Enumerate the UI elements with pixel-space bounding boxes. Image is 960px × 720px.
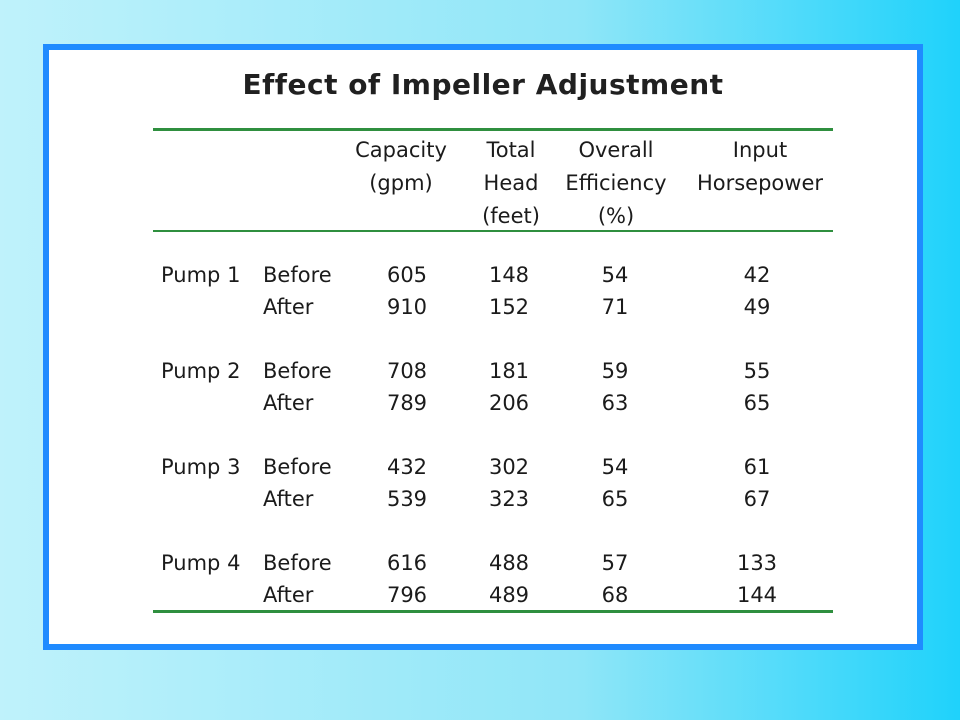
table-header-rule: [153, 230, 833, 232]
table-top-rule: [153, 128, 833, 131]
header-head-line2: Head: [483, 171, 539, 195]
header-head-line1: Total: [486, 138, 536, 162]
cell-horsepower: 133: [736, 551, 778, 575]
cell-efficiency: 54: [601, 263, 629, 287]
row-pump-label: Pump 2: [161, 359, 241, 383]
cell-capacity: 796: [386, 583, 428, 607]
header-capacity-line1: Capacity: [355, 138, 447, 162]
cell-head: 181: [488, 359, 530, 383]
row-state-label: Before: [263, 359, 332, 383]
row-state-label: After: [263, 295, 314, 319]
cell-efficiency: 54: [601, 455, 629, 479]
row-pump-label: Pump 4: [161, 551, 241, 575]
row-state-label: Before: [263, 455, 332, 479]
header-efficiency-line3: (%): [597, 204, 635, 228]
row-pump-label: Pump 1: [161, 263, 241, 287]
slide-title: Effect of Impeller Adjustment: [242, 68, 724, 101]
table-bottom-rule: [153, 610, 833, 613]
row-state-label: After: [263, 487, 314, 511]
header-efficiency-line2: Efficiency: [565, 171, 667, 195]
cell-capacity: 789: [386, 391, 428, 415]
cell-horsepower: 144: [736, 583, 778, 607]
cell-head: 206: [488, 391, 530, 415]
row-state-label: Before: [263, 551, 332, 575]
header-horsepower-line1: Input: [732, 138, 788, 162]
header-horsepower-line2: Horsepower: [696, 171, 824, 195]
cell-horsepower: 61: [743, 455, 771, 479]
cell-efficiency: 65: [601, 487, 629, 511]
cell-capacity: 708: [386, 359, 428, 383]
cell-efficiency: 59: [601, 359, 629, 383]
row-state-label: After: [263, 583, 314, 607]
cell-capacity: 605: [386, 263, 428, 287]
row-pump-label: Pump 3: [161, 455, 241, 479]
cell-head: 148: [488, 263, 530, 287]
cell-head: 323: [488, 487, 530, 511]
cell-horsepower: 65: [743, 391, 771, 415]
cell-efficiency: 71: [601, 295, 629, 319]
cell-capacity: 432: [386, 455, 428, 479]
cell-capacity: 910: [386, 295, 428, 319]
row-state-label: Before: [263, 263, 332, 287]
cell-horsepower: 42: [743, 263, 771, 287]
header-capacity-line2: (gpm): [369, 171, 433, 195]
cell-efficiency: 57: [601, 551, 629, 575]
header-head-line3: (feet): [482, 204, 540, 228]
row-state-label: After: [263, 391, 314, 415]
cell-capacity: 539: [386, 487, 428, 511]
slide-panel: Effect of Impeller Adjustment Capacity (…: [43, 44, 923, 650]
cell-head: 488: [488, 551, 530, 575]
cell-efficiency: 68: [601, 583, 629, 607]
cell-horsepower: 67: [743, 487, 771, 511]
header-efficiency-line1: Overall: [578, 138, 654, 162]
cell-head: 302: [488, 455, 530, 479]
cell-horsepower: 55: [743, 359, 771, 383]
cell-head: 489: [488, 583, 530, 607]
cell-capacity: 616: [386, 551, 428, 575]
cell-efficiency: 63: [601, 391, 629, 415]
cell-head: 152: [488, 295, 530, 319]
cell-horsepower: 49: [743, 295, 771, 319]
